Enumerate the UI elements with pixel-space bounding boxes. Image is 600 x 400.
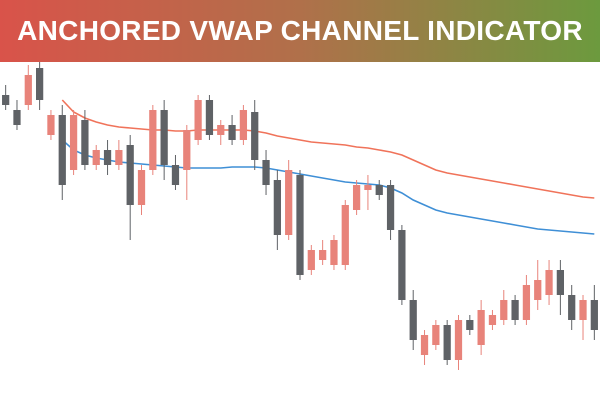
candle-body: [69, 115, 78, 170]
candle-body: [466, 320, 474, 330]
candle-body: [545, 270, 553, 295]
candle-body: [568, 295, 576, 320]
candle-body: [36, 68, 44, 100]
candle-body: [251, 112, 259, 160]
candle-body: [454, 320, 463, 360]
candle-body: [364, 185, 372, 190]
candle-body: [511, 300, 519, 320]
candle-body: [228, 125, 236, 140]
candle-body: [171, 165, 180, 185]
candle-body: [137, 170, 146, 205]
candle-body: [319, 250, 327, 260]
candle-body: [239, 110, 248, 140]
candle-body: [500, 300, 508, 320]
candle-body: [590, 300, 598, 330]
candle-body: [386, 185, 395, 230]
candle-body: [262, 160, 270, 185]
candle-body: [296, 175, 304, 275]
candle-body: [534, 280, 542, 300]
candle-body: [443, 325, 451, 360]
candle-body: [183, 130, 191, 170]
candle-body: [420, 335, 429, 355]
candle-body: [47, 115, 55, 135]
candle-body: [488, 315, 497, 325]
candle-body: [409, 300, 417, 340]
candle-body: [375, 185, 383, 195]
candle-body: [126, 145, 134, 205]
candle-body: [477, 310, 485, 345]
candle-body: [24, 75, 32, 105]
title-banner: ANCHORED VWAP CHANNEL INDICATOR: [0, 0, 600, 62]
candle-body: [579, 300, 587, 320]
candle-body: [194, 100, 202, 140]
candle-body: [92, 150, 100, 165]
candle-body: [556, 270, 564, 295]
candle-body: [217, 125, 225, 135]
candle-body: [115, 150, 123, 165]
candle-body: [341, 205, 349, 265]
candle-body: [273, 180, 281, 235]
candle-body: [58, 115, 66, 185]
candle-body: [522, 285, 531, 320]
candle-body: [307, 250, 315, 270]
candle-body: [13, 110, 21, 125]
candle-body: [2, 95, 10, 105]
candle-body: [352, 185, 361, 210]
candle-body: [81, 120, 89, 165]
candle-body: [149, 110, 157, 170]
candle-body: [285, 170, 293, 235]
candle-body: [205, 100, 214, 135]
candle-body: [160, 110, 168, 165]
candle-body: [330, 240, 338, 265]
candle-body: [103, 150, 112, 165]
candle-body: [432, 325, 440, 345]
candle-body: [398, 230, 406, 300]
